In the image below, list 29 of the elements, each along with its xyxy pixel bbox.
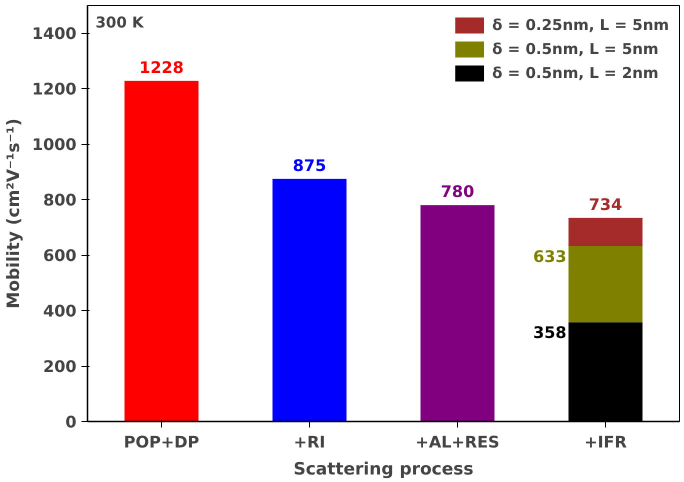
x-tick-label: POP+DP <box>124 432 200 452</box>
bar <box>124 80 198 422</box>
x-axis-title: Scattering process <box>293 460 474 480</box>
y-tick-label: 1000 <box>32 135 76 154</box>
y-tick-label: 1400 <box>32 24 76 44</box>
x-tick-label: +AL+RES <box>415 432 500 452</box>
y-tick-label: 1200 <box>32 80 76 99</box>
legend-label: δ = 0.25nm, L = 5nm <box>492 16 669 34</box>
legend-label: δ = 0.5nm, L = 2nm <box>492 64 659 82</box>
y-tick-label: 800 <box>43 190 77 210</box>
annotation: 633 <box>533 246 567 266</box>
y-tick-label: 0 <box>65 412 77 432</box>
annotation: 300 K <box>96 14 146 32</box>
annotation: 358 <box>533 323 567 342</box>
bar <box>272 178 346 422</box>
legend-label: δ = 0.5nm, L = 5nm <box>492 40 659 58</box>
data-label: 875 <box>292 156 326 175</box>
bar <box>568 218 642 246</box>
data-label: 1228 <box>139 58 184 77</box>
y-tick-label: 200 <box>43 357 77 376</box>
bar <box>568 246 642 322</box>
bar <box>420 205 494 422</box>
y-tick-label: 400 <box>43 302 77 321</box>
x-tick-label: +RI <box>294 432 326 452</box>
data-label: 780 <box>440 182 474 202</box>
total-label: 734 <box>588 194 622 214</box>
y-axis-title: Mobility (cm²V⁻¹s⁻¹) <box>4 118 24 309</box>
y-tick-label: 600 <box>43 246 77 266</box>
x-tick-label: +IFR <box>584 432 627 452</box>
